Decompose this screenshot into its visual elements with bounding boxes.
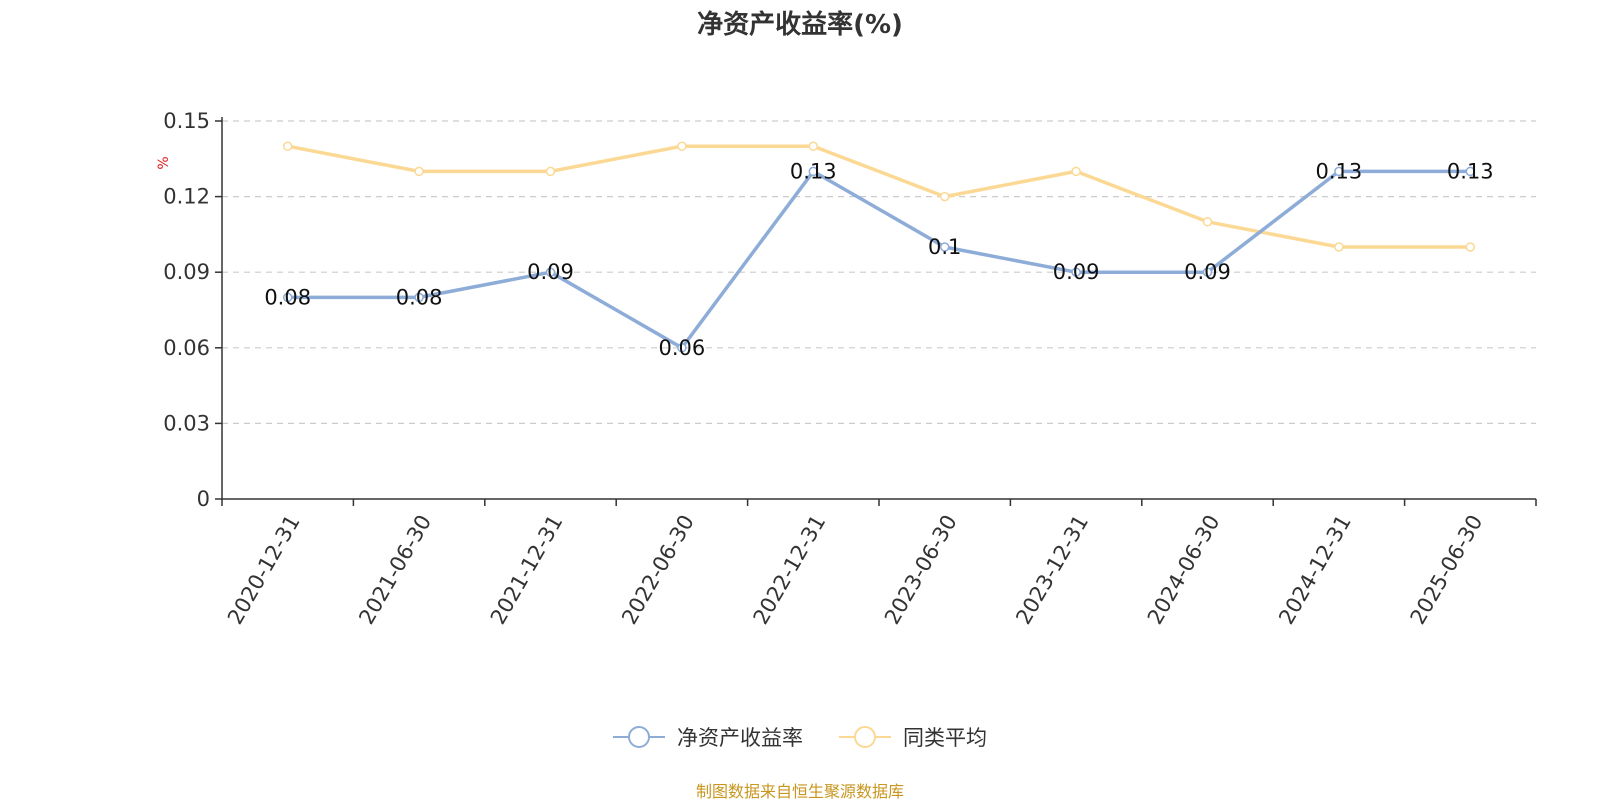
data-point-series-1 [1465,166,1476,177]
series-line-2 [287,144,1471,249]
data-label: 0.13 [1316,159,1363,183]
chart-title: 净资产收益率(%) [697,10,903,40]
data-point-series-2 [1071,166,1081,177]
legend-item-series-1[interactable]: 净资产收益率 [613,722,803,752]
legend-item-series-2[interactable]: 同类平均 [839,722,987,752]
data-label: 0.06 [659,336,706,360]
data-label: 0.09 [527,260,574,284]
data-point-series-1 [414,292,424,303]
data-label-layer: 0.08 0.08 0.09 0.06 0.13 0.1 0.09 0.09 0.13 0.13 [264,159,1493,359]
legend-label-series-1: 净资产收益率 [677,726,803,750]
data-label: 0.08 [396,285,443,309]
y-tick-label: 0 [197,487,210,511]
x-tick-label: 2025-06-30 [1406,511,1488,629]
data-source-note: 制图数据来自恒生聚源数据库 [695,782,904,801]
data-point-series-2 [545,166,556,177]
data-label: 0.1 [928,235,961,259]
legend: 净资产收益率 同类平均 [0,722,1600,752]
data-label: 0.08 [264,285,311,309]
data-point-series-2 [1465,242,1476,252]
series-line-1 [287,169,1471,350]
data-point-series-2 [1334,242,1344,252]
x-tick-label: 2023-06-30 [880,511,962,629]
data-point-series-1 [545,267,556,277]
y-tick-label: 0.06 [163,336,210,360]
data-point-series-1 [1334,166,1344,177]
x-tick-label: 2021-06-30 [354,511,436,629]
x-tick-label: 2023-12-31 [1011,511,1093,629]
x-tick-label: 2020-12-31 [223,511,305,629]
x-tick-label: 2024-12-31 [1274,511,1356,629]
legend-line-circle-icon [839,726,891,748]
series-layer [282,141,1476,353]
data-label: 0.13 [790,159,837,183]
axis-layer: 0 0.03 0.06 0.09 0.12 0.15 2020-12-31 2021-06-3… [163,109,1537,629]
data-point-series-2 [677,141,687,151]
data-label: 0.13 [1447,159,1494,183]
x-tick-label: 2021-12-31 [486,511,568,629]
data-point-series-1 [677,343,687,353]
y-tick-label: 0.09 [163,260,210,284]
data-point-series-2 [939,191,950,202]
y-tick-label: 0.12 [163,185,210,209]
data-point-series-1 [1202,267,1213,277]
data-point-series-2 [282,141,293,151]
data-point-series-2 [414,166,424,177]
x-tick-label: 2022-12-31 [749,511,831,629]
legend-label-series-2: 同类平均 [903,726,987,750]
data-point-series-1 [1071,267,1081,277]
data-point-series-1 [808,166,819,177]
y-axis-unit-label: % [156,156,172,169]
data-point-series-1 [282,292,293,303]
x-tick-label: 2024-06-30 [1143,511,1225,629]
grid-layer [222,120,1536,424]
data-point-series-1 [939,242,950,252]
data-point-series-2 [1202,217,1213,227]
y-tick-label: 0.03 [163,411,210,435]
data-point-series-2 [808,141,819,151]
y-tick-label: 0.15 [163,109,210,133]
data-label: 0.09 [1053,260,1100,284]
data-label: 0.09 [1184,260,1231,284]
legend-line-circle-icon [613,726,665,748]
x-tick-label: 2022-06-30 [617,511,699,629]
